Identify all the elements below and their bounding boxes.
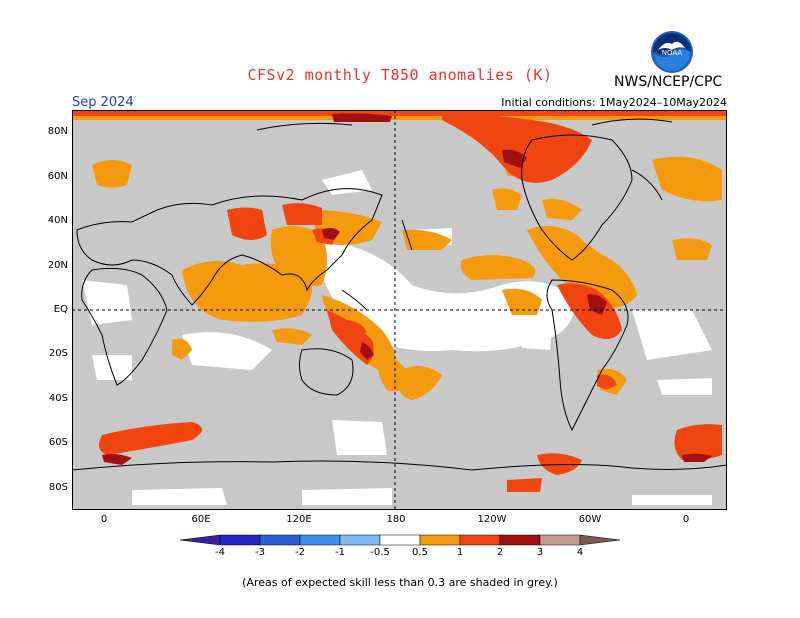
colorbar-label: -1 xyxy=(335,547,345,558)
colorbar-label: 3 xyxy=(536,547,544,558)
colorbar-segment xyxy=(419,534,461,546)
colorbar-label: 2 xyxy=(496,547,504,558)
colorbar-segment xyxy=(539,534,581,546)
colorbar-label: -2 xyxy=(295,547,305,558)
lat-label-80s: 80S xyxy=(48,482,68,493)
colorbar-segment xyxy=(379,534,421,546)
lon-label-60e: 60E xyxy=(191,514,211,525)
agency-label: NWS/NCEP/CPC xyxy=(614,74,723,90)
colorbar-label: 0.5 xyxy=(412,547,428,558)
colorbar-label: 4 xyxy=(576,547,584,558)
lon-label-0-east: 0 xyxy=(682,514,690,525)
lat-label-40s: 40S xyxy=(48,393,68,404)
anomaly-1-2 xyxy=(72,110,727,492)
lat-label-eq: EQ xyxy=(53,304,68,315)
colorbar xyxy=(179,534,621,546)
lat-label-80n: 80N xyxy=(47,126,68,137)
lon-label-120w: 120W xyxy=(477,514,507,525)
lon-label-0: 0 xyxy=(100,514,108,525)
lon-label-180: 180 xyxy=(386,514,406,525)
colorbar-segment xyxy=(579,534,621,546)
colorbar-segment xyxy=(499,534,541,546)
colorbar-segment xyxy=(299,534,341,546)
target-month: Sep 2024 xyxy=(72,95,134,110)
initial-conditions: Initial conditions: 1May2024–10May2024 xyxy=(501,96,727,109)
logo-text: NOAA xyxy=(662,49,683,57)
lon-label-60w: 60W xyxy=(578,514,602,525)
colorbar-segment xyxy=(179,534,221,546)
anomaly-map xyxy=(72,110,727,510)
colorbar-label: 1 xyxy=(456,547,464,558)
lon-label-120e: 120E xyxy=(286,514,312,525)
colorbar-segment xyxy=(259,534,301,546)
colorbar-segment xyxy=(459,534,501,546)
coastlines xyxy=(72,118,727,471)
skill-footnote: (Areas of expected skill less than 0.3 a… xyxy=(242,576,558,589)
lat-label-20n: 20N xyxy=(47,260,68,271)
lat-label-60n: 60N xyxy=(47,171,68,182)
colorbar-segment xyxy=(339,534,381,546)
colorbar-label: -3 xyxy=(255,547,265,558)
lat-label-40n: 40N xyxy=(47,215,68,226)
colorbar-segment xyxy=(219,534,261,546)
anomaly-2-3 xyxy=(102,113,712,465)
colorbar-label: -0.5 xyxy=(370,547,390,558)
lat-label-20s: 20S xyxy=(48,348,68,359)
noaa-logo: NOAA xyxy=(651,31,693,73)
map-title: CFSv2 monthly T850 anomalies (K) xyxy=(247,66,553,84)
colorbar-label: -4 xyxy=(215,547,225,558)
lat-label-60s: 60S xyxy=(48,437,68,448)
